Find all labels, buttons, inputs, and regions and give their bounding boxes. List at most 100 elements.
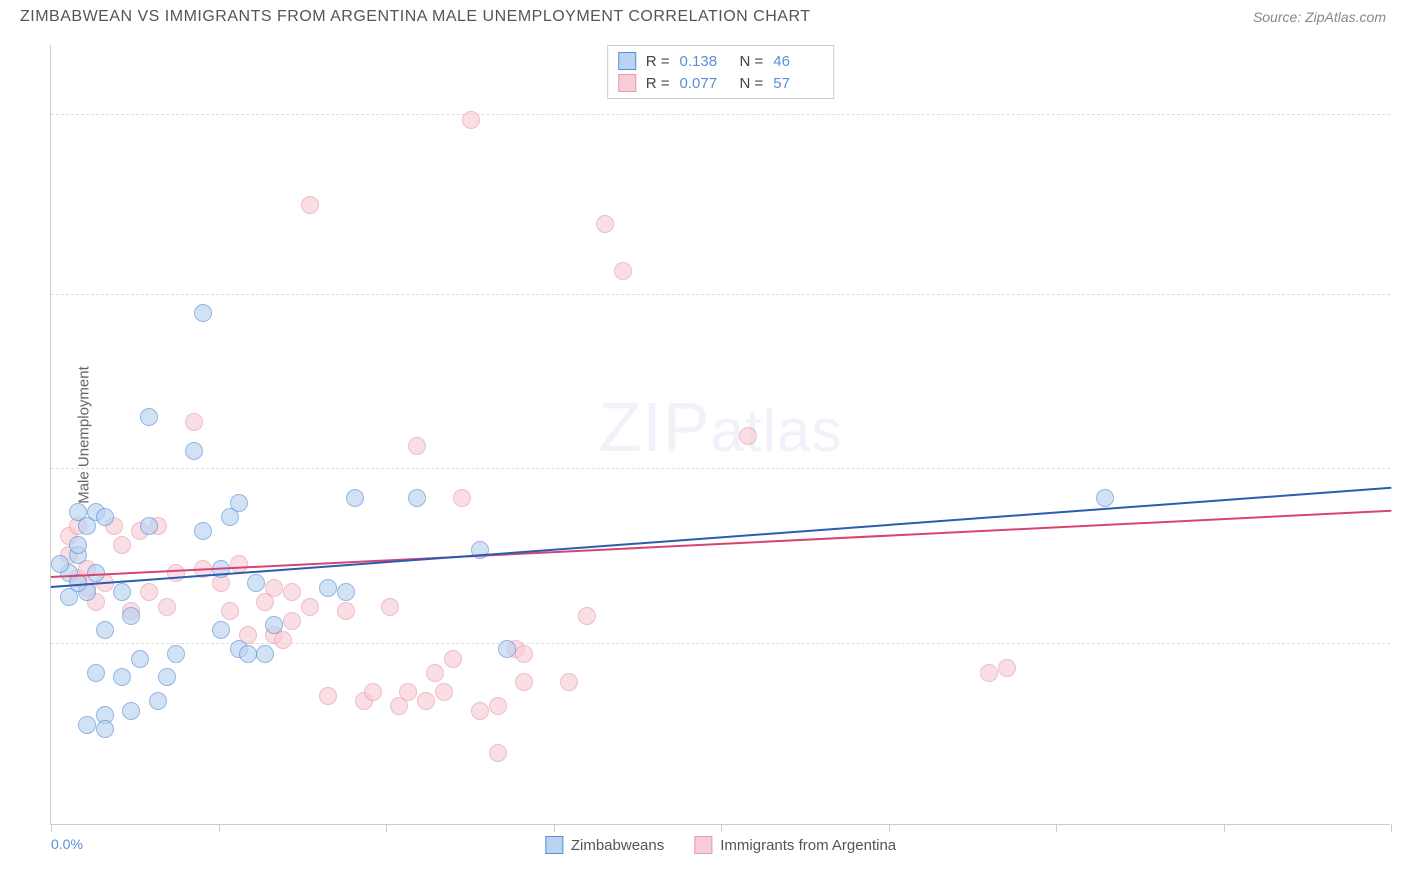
data-point-argentina bbox=[301, 196, 319, 214]
gridline bbox=[51, 643, 1390, 644]
legend-swatch-zimbabweans bbox=[545, 836, 563, 854]
data-point-argentina bbox=[140, 583, 158, 601]
gridline bbox=[51, 294, 1390, 295]
data-point-argentina bbox=[417, 692, 435, 710]
watermark-zip: ZIP bbox=[599, 388, 711, 466]
r-label: R = bbox=[646, 75, 670, 92]
data-point-zimbabweans bbox=[185, 442, 203, 460]
data-point-zimbabweans bbox=[96, 720, 114, 738]
data-point-zimbabweans bbox=[113, 583, 131, 601]
legend-swatch-argentina bbox=[694, 836, 712, 854]
data-point-zimbabweans bbox=[247, 574, 265, 592]
data-point-argentina bbox=[739, 427, 757, 445]
data-point-argentina bbox=[399, 683, 417, 701]
data-point-argentina bbox=[435, 683, 453, 701]
data-point-zimbabweans bbox=[122, 607, 140, 625]
x-tick bbox=[51, 824, 52, 832]
data-point-zimbabweans bbox=[158, 668, 176, 686]
chart-container: Male Unemployment ZIPatlas R = 0.138 N =… bbox=[50, 45, 1390, 825]
data-point-zimbabweans bbox=[96, 621, 114, 639]
legend-label-b: Immigrants from Argentina bbox=[720, 837, 896, 854]
data-point-argentina bbox=[301, 598, 319, 616]
trendline-zimbabweans bbox=[51, 486, 1391, 587]
data-point-argentina bbox=[980, 664, 998, 682]
data-point-argentina bbox=[560, 673, 578, 691]
data-point-zimbabweans bbox=[87, 664, 105, 682]
data-point-zimbabweans bbox=[346, 489, 364, 507]
gridline bbox=[51, 114, 1390, 115]
data-point-zimbabweans bbox=[212, 621, 230, 639]
chart-title: ZIMBABWEAN VS IMMIGRANTS FROM ARGENTINA … bbox=[20, 8, 810, 26]
data-point-argentina bbox=[453, 489, 471, 507]
data-point-zimbabweans bbox=[96, 508, 114, 526]
n-value-a: 46 bbox=[773, 53, 823, 70]
data-point-argentina bbox=[319, 687, 337, 705]
data-point-zimbabweans bbox=[265, 616, 283, 634]
data-point-zimbabweans bbox=[131, 650, 149, 668]
data-point-argentina bbox=[489, 697, 507, 715]
r-value-b: 0.077 bbox=[680, 75, 730, 92]
n-label: N = bbox=[740, 53, 764, 70]
data-point-argentina bbox=[167, 564, 185, 582]
data-point-argentina bbox=[158, 598, 176, 616]
data-point-zimbabweans bbox=[239, 645, 257, 663]
data-point-argentina bbox=[221, 602, 239, 620]
watermark-atlas: atlas bbox=[711, 397, 843, 464]
legend-item-b: Immigrants from Argentina bbox=[694, 836, 896, 854]
data-point-zimbabweans bbox=[337, 583, 355, 601]
x-tick bbox=[721, 824, 722, 832]
data-point-zimbabweans bbox=[408, 489, 426, 507]
watermark: ZIPatlas bbox=[599, 387, 843, 467]
data-point-zimbabweans bbox=[69, 536, 87, 554]
data-point-zimbabweans bbox=[78, 517, 96, 535]
data-point-argentina bbox=[381, 598, 399, 616]
data-point-zimbabweans bbox=[167, 645, 185, 663]
data-point-argentina bbox=[471, 702, 489, 720]
data-point-zimbabweans bbox=[149, 692, 167, 710]
stats-legend-box: R = 0.138 N = 46 R = 0.077 N = 57 bbox=[607, 45, 835, 99]
data-point-argentina bbox=[515, 673, 533, 691]
r-value-a: 0.138 bbox=[680, 53, 730, 70]
n-label: N = bbox=[740, 75, 764, 92]
data-point-zimbabweans bbox=[319, 579, 337, 597]
data-point-argentina bbox=[515, 645, 533, 663]
data-point-argentina bbox=[364, 683, 382, 701]
source-attribution: Source: ZipAtlas.com bbox=[1253, 9, 1386, 25]
plot-area: ZIPatlas R = 0.138 N = 46 R = 0.077 N = … bbox=[50, 45, 1390, 825]
x-axis-min-label: 0.0% bbox=[51, 836, 83, 852]
data-point-argentina bbox=[444, 650, 462, 668]
data-point-argentina bbox=[614, 262, 632, 280]
n-value-b: 57 bbox=[773, 75, 823, 92]
data-point-argentina bbox=[408, 437, 426, 455]
swatch-zimbabweans bbox=[618, 52, 636, 70]
stats-row-a: R = 0.138 N = 46 bbox=[618, 50, 824, 72]
data-point-argentina bbox=[265, 579, 283, 597]
r-label: R = bbox=[646, 53, 670, 70]
x-tick bbox=[889, 824, 890, 832]
swatch-argentina bbox=[618, 74, 636, 92]
data-point-argentina bbox=[578, 607, 596, 625]
data-point-argentina bbox=[462, 111, 480, 129]
data-point-argentina bbox=[337, 602, 355, 620]
data-point-argentina bbox=[230, 555, 248, 573]
data-point-zimbabweans bbox=[256, 645, 274, 663]
data-point-zimbabweans bbox=[140, 517, 158, 535]
trendline-argentina bbox=[51, 510, 1391, 578]
data-point-zimbabweans bbox=[122, 702, 140, 720]
legend-label-a: Zimbabweans bbox=[571, 837, 664, 854]
data-point-zimbabweans bbox=[1096, 489, 1114, 507]
data-point-argentina bbox=[283, 583, 301, 601]
data-point-zimbabweans bbox=[140, 408, 158, 426]
data-point-zimbabweans bbox=[498, 640, 516, 658]
legend-item-a: Zimbabweans bbox=[545, 836, 664, 854]
data-point-argentina bbox=[185, 413, 203, 431]
data-point-argentina bbox=[489, 744, 507, 762]
bottom-legend: Zimbabweans Immigrants from Argentina bbox=[545, 836, 896, 854]
x-tick bbox=[219, 824, 220, 832]
data-point-zimbabweans bbox=[51, 555, 69, 573]
data-point-zimbabweans bbox=[60, 588, 78, 606]
x-tick bbox=[554, 824, 555, 832]
gridline bbox=[51, 468, 1390, 469]
x-tick bbox=[1056, 824, 1057, 832]
stats-row-b: R = 0.077 N = 57 bbox=[618, 72, 824, 94]
